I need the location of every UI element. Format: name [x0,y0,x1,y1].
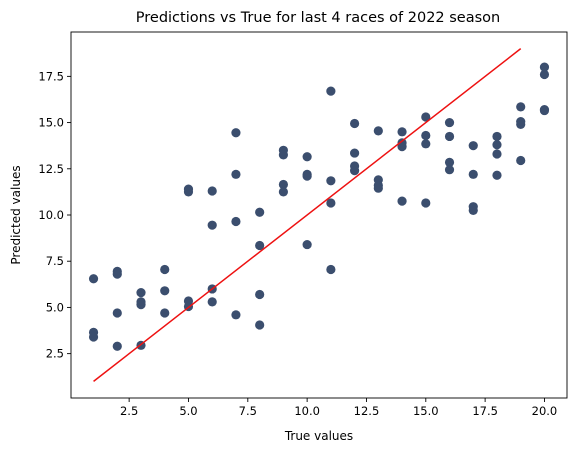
scatter-point [136,300,146,310]
scatter-point [516,119,526,130]
y-tick-label: 7.5 [46,254,64,268]
y-tick-label: 12.5 [38,162,64,176]
scatter-point [160,286,170,296]
scatter-point [421,112,431,122]
scatter-point [373,183,383,193]
scatter-point [468,205,478,215]
scatter-point [539,62,550,72]
scatter-point [207,186,217,196]
scatter-point [278,187,288,197]
scatter-point [444,131,455,142]
scatter-point [326,198,336,208]
reference-line [93,48,522,382]
scatter-point [326,176,336,186]
scatter-point [278,150,288,160]
scatter-point [231,169,241,179]
scatter-point [397,127,407,137]
scatter-point [421,139,431,149]
x-tick-label: 17.5 [472,404,498,418]
scatter-point [492,131,502,142]
scatter-point [88,274,99,284]
scatter-point [183,187,194,197]
scatter-point [302,239,312,250]
y-tick-label: 17.5 [38,69,64,83]
scatter-point [350,118,360,129]
scatter-point [350,166,360,176]
x-tick-label: 12.5 [354,404,380,418]
scatter-point [160,308,170,318]
scatter-point [421,130,431,141]
x-tick-label: 15.0 [413,404,439,418]
axes-frame [70,31,568,399]
chart-title: Predictions vs True for last 4 races of … [136,10,500,26]
scatter-point [444,157,455,167]
scatter-point [255,240,265,251]
scatter-point [421,198,431,208]
scatter-point [207,297,217,307]
y-tick-label: 5.0 [46,300,64,314]
scatter-point [444,117,455,128]
x-tick-label: 2.5 [120,404,138,418]
x-tick-label: 20.0 [532,404,558,418]
scatter-point [255,207,265,217]
scatter-point [88,332,99,342]
scatter-point [539,69,550,80]
x-tick-label: 5.0 [179,404,197,418]
scatter-point [231,216,241,227]
x-tick-label: 10.0 [294,404,320,418]
scatter-point [468,169,478,179]
scatter-point [397,196,407,206]
scatter-point [492,170,502,180]
scatter-point [255,289,265,300]
scatter-point [231,128,241,138]
scatter-point [207,220,217,230]
x-axis: 2.5 5.0 7.5 10.0 12.5 15.0 17.5 20.0 [120,398,557,418]
scatter-point [302,152,312,162]
scatter-point [326,264,336,275]
scatter-point [373,126,383,136]
scatter-point [397,142,407,152]
y-tick-label: 10.0 [38,208,64,222]
scatter-point [302,171,312,181]
scatter-point [136,288,146,298]
scatter-point [112,308,122,318]
scatter-point [444,165,455,175]
x-tick-label: 7.5 [239,404,257,418]
plot-area [88,48,550,382]
scatter-point [492,140,502,150]
scatter-point [255,320,265,330]
scatter-point [112,341,122,351]
scatter-point [468,141,478,151]
scatter-point [516,102,526,112]
scatter-point [278,179,288,190]
scatter-point [326,86,336,96]
scatter-point [350,148,360,158]
y-axis-label: Predicted values [9,165,23,264]
y-tick-label: 2.5 [46,347,64,361]
x-axis-label: True values [284,429,353,443]
y-tick-label: 15.0 [38,116,64,130]
y-axis: 2.5 5.0 7.5 10.0 12.5 15.0 17.5 [38,69,71,361]
scatter-point [112,269,122,279]
scatter-point [539,105,550,116]
scatter-point [492,149,502,159]
scatter-point [231,310,241,320]
scatter-point [516,155,526,166]
scatter-point [160,264,170,275]
